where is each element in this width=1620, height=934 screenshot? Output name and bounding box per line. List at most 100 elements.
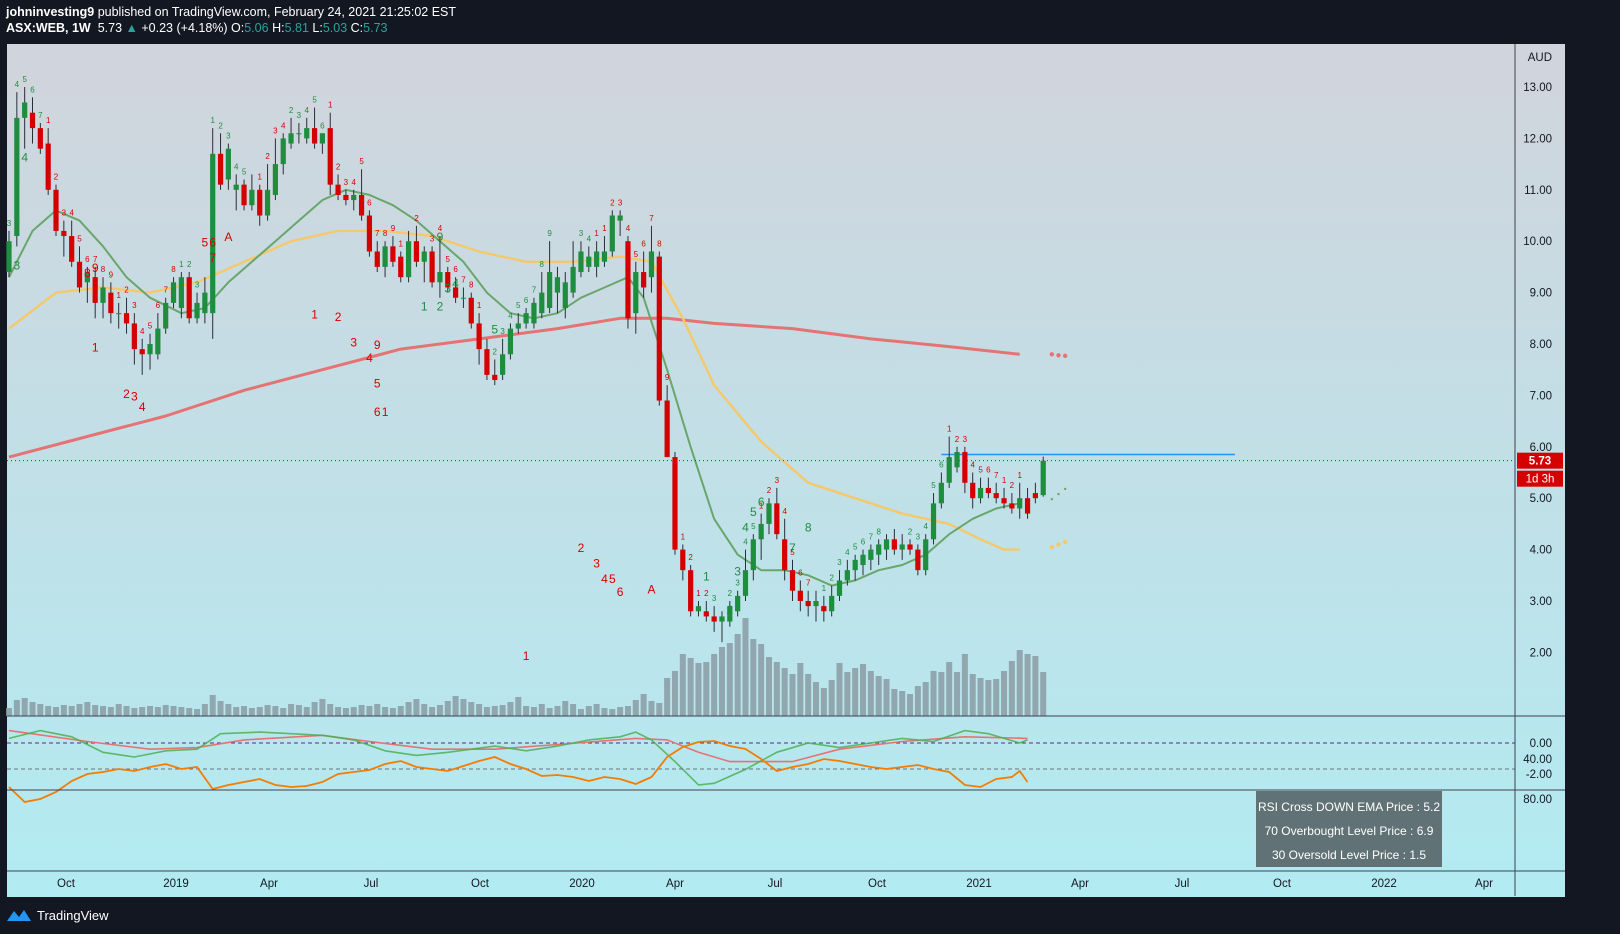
time-axis-tick: 2020	[569, 878, 595, 890]
td-count-label: 6	[758, 495, 765, 509]
volume-bar	[76, 704, 83, 716]
volume-bar	[162, 705, 169, 716]
volume-bar	[1032, 656, 1039, 716]
candle-body	[703, 611, 709, 617]
candle-body	[758, 523, 764, 540]
candle-body	[821, 606, 827, 612]
rsi-pane[interactable]	[7, 740, 1515, 803]
td-sequential-label: 5	[148, 322, 153, 331]
candle-body	[108, 292, 114, 314]
td-sequential-label: 5	[978, 466, 983, 475]
volume-bar	[507, 702, 514, 716]
candle-body	[22, 102, 28, 118]
td-sequential-label: 1	[116, 291, 121, 300]
candle-body	[116, 313, 122, 315]
ma-projection-dot	[1057, 492, 1060, 496]
volume-bar	[860, 664, 867, 716]
candle-body	[217, 153, 224, 185]
volume-bar	[272, 706, 279, 716]
volume-bar	[664, 678, 671, 716]
candle-body	[601, 251, 608, 262]
price-axis-tick: 9.00	[1530, 288, 1552, 300]
td-sequential-label: 2	[414, 214, 419, 223]
volume-bar	[335, 707, 342, 716]
tradingview-logo-icon[interactable]	[6, 907, 32, 923]
candle-body	[993, 493, 999, 499]
volume-bar	[201, 704, 208, 716]
price-change: +0.23 (+4.18%)	[141, 21, 228, 35]
td-count-label: 3	[734, 564, 741, 578]
volume-bar	[687, 658, 694, 716]
ma-projection-dot	[1062, 353, 1068, 359]
candle-body	[907, 544, 913, 550]
td-sequential-label: 8	[101, 265, 106, 274]
volume-bar	[609, 709, 616, 716]
candle-body	[946, 457, 952, 483]
td-sequential-label: 4	[587, 234, 592, 243]
volume-bar	[883, 679, 890, 716]
candle-body	[186, 277, 192, 319]
candle-body	[836, 580, 843, 596]
publisher-name[interactable]: johninvesting9	[6, 5, 95, 19]
candle-body	[805, 601, 811, 607]
volume-bar	[773, 662, 780, 716]
td-sequential-label: 2	[955, 435, 960, 444]
volume-bar	[107, 707, 114, 716]
td-sequential-label: 1	[1002, 476, 1007, 485]
volume-bar	[538, 704, 545, 716]
volume-bar	[170, 706, 177, 716]
td-count-label: 9	[437, 230, 444, 244]
candle-body	[437, 272, 443, 283]
volume-bar	[256, 707, 263, 716]
candle-body	[531, 302, 537, 324]
volume-bar	[523, 706, 530, 716]
countdown-badge-text: 1d 3h	[1526, 474, 1555, 486]
volume-bar	[585, 706, 592, 716]
candle-body	[413, 241, 420, 262]
candle-body	[69, 236, 75, 262]
volume-bar	[397, 706, 404, 716]
volume-bar	[718, 647, 725, 716]
ma-fast-line	[8, 188, 1020, 587]
td-sequential-label: 3	[837, 558, 842, 567]
td-sequential-label: 8	[657, 239, 662, 248]
td-sequential-label: 6	[986, 466, 991, 475]
candle-body	[155, 328, 161, 355]
volume-bar	[828, 680, 835, 716]
candle-body	[554, 277, 561, 293]
volume-bar	[350, 707, 357, 716]
volume-bar	[147, 706, 154, 716]
high-label: H:	[272, 21, 285, 35]
axes: 13.0012.0011.0010.009.008.007.006.005.00…	[7, 44, 1565, 896]
candle-body	[445, 272, 451, 288]
candle-body	[609, 215, 615, 252]
td-count-label: 8	[84, 266, 91, 280]
td-count-label: 9	[92, 261, 99, 275]
td-sequential-label: 6	[30, 85, 35, 94]
price-axis-tick: 8.00	[1530, 339, 1552, 351]
volume-bar	[836, 663, 843, 716]
last-price: 5.73	[97, 21, 123, 35]
candle-body	[1009, 503, 1015, 509]
price-axis-tick: 4.00	[1530, 545, 1552, 557]
tooltip-line-1: RSI Cross DOWN EMA Price : 5.2	[1258, 800, 1440, 814]
td-count-label: 4	[21, 151, 28, 165]
volume-bar	[907, 694, 914, 716]
low-value: 5.03	[322, 21, 348, 35]
countdown-badge	[1517, 470, 1563, 487]
candle-body	[139, 349, 145, 355]
candle-body	[484, 349, 490, 375]
td-count-label: A	[224, 230, 232, 244]
td-sequential-label: 3	[916, 532, 921, 541]
td-sequential-label: 3	[297, 111, 302, 120]
time-axis-tick: 2022	[1371, 878, 1397, 890]
candle-body	[500, 354, 506, 375]
td-count-label: 2	[335, 310, 342, 324]
volume-bar	[233, 707, 240, 716]
volume-bar	[295, 705, 302, 716]
macd-pane[interactable]	[7, 729, 1515, 786]
footer-brand[interactable]: TradingView	[37, 907, 109, 923]
td-sequential-label: 3	[735, 579, 740, 588]
